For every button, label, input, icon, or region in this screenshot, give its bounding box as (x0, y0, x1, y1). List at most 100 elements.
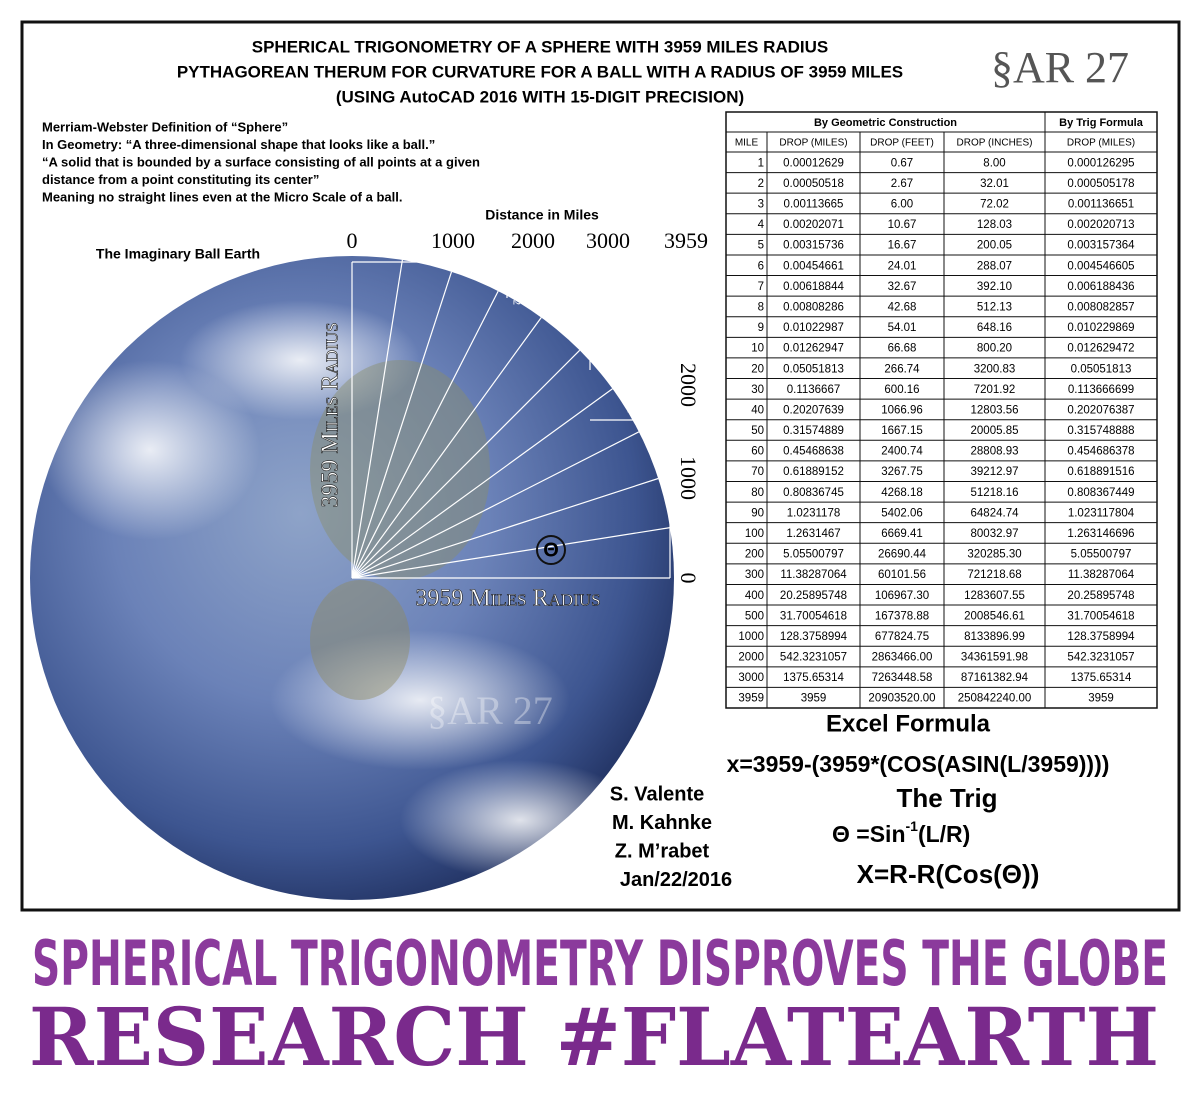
trig-theta: Θ =Sin-1(L/R) (832, 818, 970, 847)
group-header: By Trig Formula (1059, 117, 1144, 129)
table-cell: 80 (751, 487, 764, 499)
table-cell: 11.38287064 (780, 569, 847, 581)
formula-title: Excel Formula (826, 710, 991, 737)
formula-expression: x=3959-(3959*(COS(ASIN(L/3959)))) (727, 751, 1110, 777)
axis-label: 1000 (676, 456, 701, 500)
table-cell: 677824.75 (875, 631, 929, 643)
table-cell: 20903520.00 (868, 693, 935, 705)
radial-line (351, 290, 499, 579)
table-cell: 2 (758, 178, 764, 190)
table-cell: 0.00113665 (784, 199, 844, 211)
table-cell: 0.80836745 (783, 487, 844, 499)
banner-line: SPHERICAL TRIGONOMETRY DISPROVES THE GLO… (32, 927, 1168, 1000)
definition-line: In Geometry: “A three-dimensional shape … (42, 137, 435, 152)
table-cell: 0.67 (891, 157, 913, 169)
table-cell: 0.00012629 (783, 157, 844, 169)
table-cell: 1375.65314 (783, 672, 844, 684)
table-cell: 80032.97 (971, 528, 1019, 540)
table-cell: 8 (758, 301, 764, 313)
table-cell: 542.3231057 (1067, 652, 1134, 664)
table-cell: 66.68 (888, 343, 917, 355)
table-cell: 0.454686378 (1067, 446, 1134, 458)
table-cell: 167378.88 (875, 610, 929, 622)
watermark: §AR 27 (427, 688, 553, 733)
table-cell: 1.2631467 (786, 528, 840, 540)
table-cell: 64824.74 (971, 507, 1020, 519)
table-cell: 39212.97 (971, 466, 1019, 478)
table-cell: 3959 (1088, 693, 1114, 705)
table-cell: 10.67 (888, 219, 917, 231)
table-cell: 6669.41 (881, 528, 923, 540)
table-cell: 11.38287064 (1068, 569, 1135, 581)
table-cell: 31.70054618 (1067, 610, 1134, 622)
author: S. Valente (610, 783, 705, 805)
definition-line: Meaning no straight lines even at the Mi… (42, 189, 402, 204)
table-cell: 500 (745, 610, 764, 622)
axis-label: 3959 (664, 228, 708, 253)
vertical-radius-label: 3959 Miles Radius (318, 322, 344, 507)
table-cell: 2000 (738, 652, 764, 664)
group-header: By Geometric Construction (814, 117, 957, 129)
table-cell: 4 (758, 219, 765, 231)
radial-line (351, 349, 581, 579)
table-cell: 2863466.00 (872, 652, 933, 664)
title-line: SPHERICAL TRIGONOMETRY OF A SPHERE WITH … (252, 37, 829, 56)
radial-line (351, 259, 403, 579)
table-cell: 0.004546605 (1067, 260, 1134, 272)
table-cell: 7201.92 (974, 384, 1016, 396)
table-cell: 1.0231178 (787, 507, 841, 519)
axis-label: 2000 (511, 228, 555, 253)
table-cell: 0.00202071 (783, 219, 844, 231)
table-cell: 0.202076387 (1067, 404, 1134, 416)
axis-label: 0 (347, 228, 358, 253)
table-cell: 800.20 (977, 343, 1012, 355)
cloud (40, 360, 260, 540)
table-cell: 288.07 (977, 260, 1012, 272)
definition-line: distance from a point constituting its c… (42, 172, 319, 187)
table-cell: 320285.30 (967, 549, 1021, 561)
table-cell: 6.00 (891, 199, 913, 211)
table-cell: 1667.15 (881, 425, 923, 437)
table-cell: 106967.30 (875, 590, 929, 602)
table-cell: 0.20207639 (783, 404, 844, 416)
table-cell: 542.3231057 (780, 652, 847, 664)
frame (352, 261, 671, 578)
table-cell: 72.02 (980, 199, 1009, 211)
drop-table: By Geometric Construction By Trig Formula… (725, 111, 1158, 709)
table-cell: 1375.65314 (1071, 672, 1132, 684)
table-cell: 0.000505178 (1067, 178, 1134, 190)
table-cell: 0.001136651 (1068, 199, 1134, 211)
table-cell: 5402.06 (881, 507, 923, 519)
land (310, 360, 490, 580)
table-cell: 20.25895748 (780, 590, 847, 602)
table-cell: 0.05051813 (783, 363, 844, 375)
table-cell: 1000 (738, 631, 764, 643)
table-cell: 0.00454661 (783, 260, 844, 272)
table-cell: 54.01 (888, 322, 917, 334)
radial-line (351, 477, 659, 579)
table-cell: 0.31574889 (783, 425, 844, 437)
table-cell: 0.010229869 (1067, 322, 1134, 334)
table-cell: 26690.44 (878, 549, 927, 561)
land (310, 580, 410, 700)
table-cell: 0.012629472 (1067, 343, 1134, 355)
table-cell: 32.01 (980, 178, 1009, 190)
radial-line (351, 317, 542, 579)
table-cell: 24.01 (888, 260, 917, 272)
axis-label: 2000 (676, 363, 701, 407)
table-cell: 5.05500797 (1071, 549, 1132, 561)
table-cell: 31.70054618 (780, 610, 847, 622)
table-cell: 10 (751, 343, 764, 355)
table-cell: 90 (751, 507, 764, 519)
table-cell: 2008546.61 (964, 610, 1025, 622)
theta-ring (536, 535, 566, 565)
table-cell: 3000 (738, 672, 764, 684)
table-cell: 32.67 (888, 281, 917, 293)
table-cell: 0.315748888 (1067, 425, 1134, 437)
table-cell: 3267.75 (881, 466, 923, 478)
table-cell: 7263448.58 (872, 672, 933, 684)
table-cell: 128.03 (977, 219, 1012, 231)
table-cell: 50 (751, 425, 764, 437)
table-cell: 0.61889152 (783, 466, 844, 478)
column-header: DROP (FEET) (870, 138, 934, 149)
